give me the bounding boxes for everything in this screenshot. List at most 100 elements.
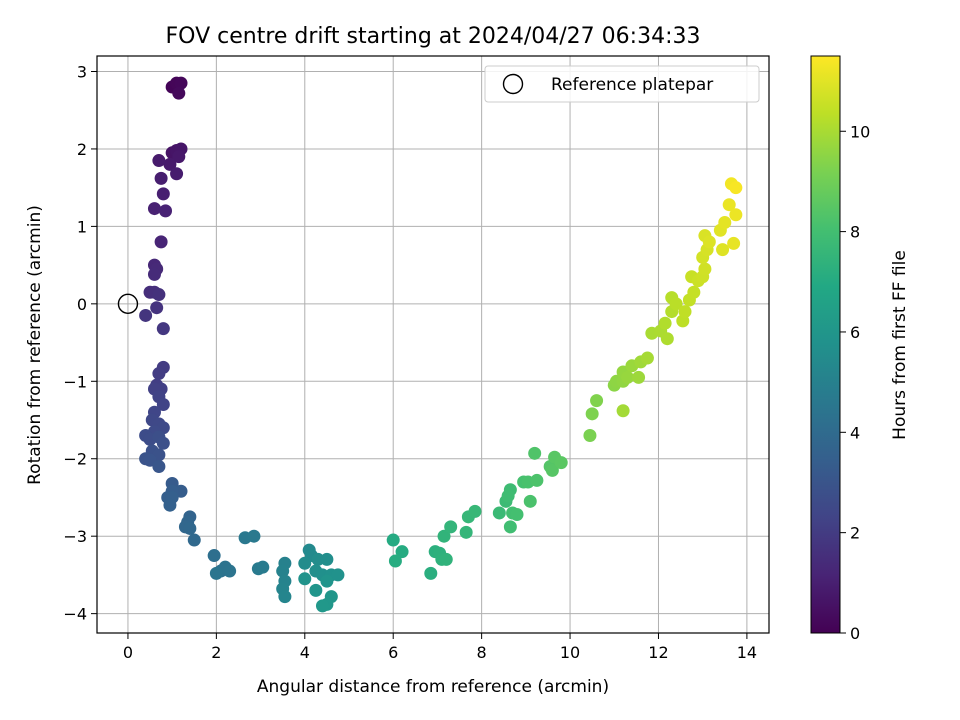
legend: Reference platepar [484, 65, 760, 103]
data-point [247, 529, 261, 543]
x-tick-label: 2 [211, 643, 221, 662]
x-tick-label: 10 [560, 643, 580, 662]
data-point [554, 456, 568, 470]
data-point [459, 525, 473, 539]
data-point [298, 572, 312, 586]
data-point [437, 529, 451, 543]
x-tick-label: 0 [123, 643, 133, 662]
data-point [424, 566, 438, 580]
y-axis-ticks: −4 −3 −2 −1 0 1 2 3 [63, 62, 97, 624]
data-point [152, 459, 166, 473]
data-point [395, 545, 409, 559]
data-point [716, 243, 730, 257]
y-tick-label: −1 [63, 372, 87, 391]
data-point [156, 398, 170, 412]
data-point [154, 235, 168, 249]
data-point [139, 308, 153, 322]
data-point [331, 568, 345, 582]
data-point [187, 533, 201, 547]
plot-frame [96, 55, 770, 634]
data-point [468, 504, 482, 518]
y-tick-label: 2 [77, 140, 87, 159]
colorbar-label: Hours from first FF file [890, 250, 910, 440]
data-point [223, 564, 237, 578]
data-point [660, 332, 674, 346]
legend-entry-reference: Reference platepar [551, 75, 713, 95]
data-point [718, 216, 732, 230]
x-tick-label: 6 [388, 643, 398, 662]
data-point [698, 262, 712, 276]
data-point [147, 202, 161, 216]
data-point [444, 520, 458, 534]
data-point [687, 285, 701, 299]
data-point [439, 552, 453, 566]
data-point [320, 574, 334, 588]
data-point [309, 583, 323, 597]
data-point [640, 351, 654, 365]
data-point [621, 370, 635, 384]
data-point [152, 288, 166, 302]
x-axis-label: Angular distance from reference (arcmin) [257, 677, 609, 697]
data-point [209, 566, 223, 580]
data-point [152, 367, 166, 381]
colorbar [810, 55, 841, 634]
data-point [172, 86, 186, 100]
data-point [207, 549, 221, 563]
y-tick-label: −4 [63, 605, 87, 624]
x-tick-label: 4 [300, 643, 310, 662]
data-point [150, 301, 164, 315]
data-point [278, 590, 292, 604]
data-point [320, 552, 334, 566]
data-point [729, 181, 743, 195]
colorbar-ticks: 0 2 4 6 8 10 [840, 122, 870, 643]
legend-box [484, 65, 760, 103]
data-point [510, 508, 524, 522]
colorbar-tick-label: 4 [850, 423, 860, 442]
data-point [163, 498, 177, 512]
data-point [616, 404, 630, 418]
data-point [276, 564, 290, 578]
data-point [585, 407, 599, 421]
data-point [727, 236, 741, 250]
data-point [722, 198, 736, 212]
data-point [147, 267, 161, 281]
data-point [590, 394, 604, 408]
data-point [163, 157, 177, 171]
data-point [156, 187, 170, 201]
colorbar-tick-label: 2 [850, 524, 860, 543]
data-point [172, 150, 186, 164]
data-point [170, 167, 184, 181]
data-points [139, 76, 743, 613]
data-point [523, 494, 537, 508]
data-point [501, 489, 515, 503]
data-point [388, 554, 402, 568]
data-point [702, 235, 716, 249]
x-axis-ticks: 0 2 4 6 8 10 12 14 [123, 633, 757, 662]
data-point [315, 599, 329, 613]
data-point [632, 370, 646, 384]
x-tick-label: 8 [477, 643, 487, 662]
data-point [152, 154, 166, 168]
data-point [503, 520, 517, 534]
chart-title: FOV centre drift starting at 2024/04/27 … [166, 24, 701, 49]
reference-marker-group [117, 293, 139, 315]
data-point [256, 560, 270, 574]
data-point [528, 446, 542, 460]
x-tick-label: 14 [737, 643, 757, 662]
legend-marker [502, 73, 524, 95]
data-point [159, 204, 173, 218]
data-point [183, 521, 197, 535]
data-point [583, 429, 597, 443]
reference-marker [117, 293, 139, 315]
data-point [669, 297, 683, 311]
data-point [729, 208, 743, 222]
colorbar-tick-label: 10 [850, 122, 870, 141]
colorbar-tick-label: 8 [850, 223, 860, 242]
data-point [154, 171, 168, 185]
data-point [678, 305, 692, 319]
colorbar-tick-label: 0 [850, 624, 860, 643]
data-point [492, 506, 506, 520]
y-tick-label: 3 [77, 62, 87, 81]
data-point [156, 436, 170, 450]
